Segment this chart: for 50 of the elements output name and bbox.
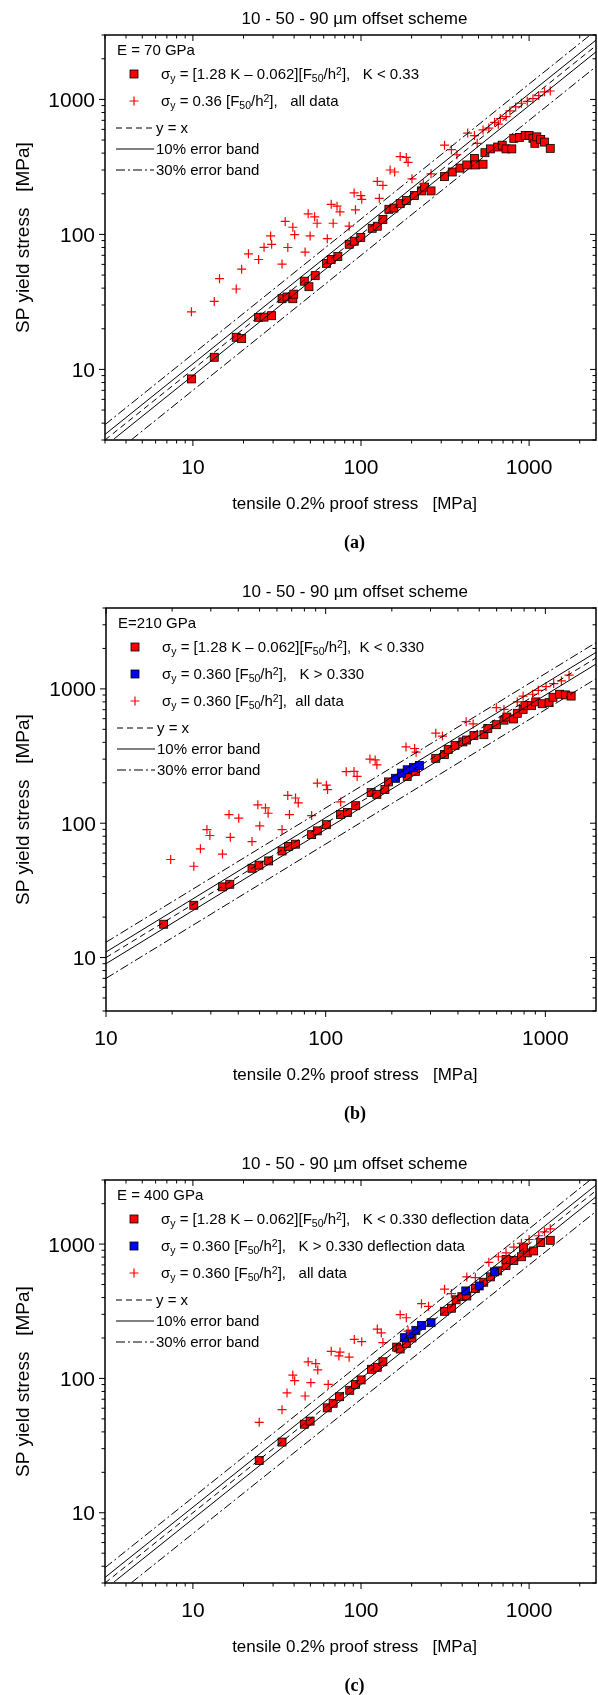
y-tick-label: 100 — [59, 1366, 95, 1390]
legend-label: 30% error band — [156, 161, 260, 178]
y-tick-label: 100 — [60, 811, 96, 835]
y-tick-label: 1000 — [49, 677, 96, 701]
x-tick-label: 1000 — [505, 455, 553, 478]
y-axis-title: SP yield stress [MPa] — [12, 714, 33, 905]
x-tick-label: 10 — [181, 455, 205, 478]
text: (c) — [344, 1675, 365, 1695]
legend-label: 10% error band — [156, 140, 260, 157]
legend-label: σ$_{y}$ = 0.360 [F$_{50}$/h$^{2}$], K > 0.330 — [162, 664, 365, 684]
legend-label: σ$_{y}$ = 0.360 [F$_{50}$/h$^{2}$], all data — [161, 1263, 348, 1283]
legend-label: 10% error band — [157, 740, 261, 757]
legend-title: E = 400 GPa — [117, 1186, 204, 1203]
text: (a) — [344, 532, 365, 553]
y-axis-title: SP yield stress [MPa] — [12, 142, 33, 333]
x-axis-title: tensile 0.2% proof stress [MPa] — [232, 1637, 477, 1656]
x-tick-label: 100 — [343, 1598, 379, 1621]
legend-label: σ$_{y}$ = 0.360 [F$_{50}$/h$^{2}$], K > 0.330 deflection data — [161, 1236, 466, 1256]
chart-title: 10 - 50 - 90 µm offset scheme — [241, 1154, 468, 1173]
y-tick-label: 1000 — [48, 87, 95, 111]
legend-label: y = x — [157, 719, 190, 736]
legend-label: σ$_{y}$ = 0.36 [F$_{50}$/h$^{2}$], all data — [161, 91, 340, 111]
text: (b) — [344, 1103, 366, 1124]
x-tick-label: 1000 — [505, 1598, 553, 1621]
x-tick-label: 1000 — [522, 1026, 569, 1049]
legend-label: 30% error band — [156, 1333, 260, 1350]
legend-title: E = 70 GPa — [117, 41, 196, 58]
legend-label: σ$_{y}$ = [1.28 K – 0.062][F$_{50}$/h$^{2}$], K < 0.330 deflection data — [161, 1209, 530, 1229]
y-axis-title: SP yield stress [MPa] — [12, 1286, 33, 1477]
legend-label: y = x — [156, 1291, 189, 1308]
x-tick-label: 100 — [343, 455, 379, 478]
legend-label: y = x — [156, 119, 189, 136]
legend-label: σ$_{y}$ = [1.28 K – 0.062][F$_{50}$/h$^{2}$], K < 0.330 — [162, 637, 425, 657]
y-tick-label: 100 — [59, 222, 95, 246]
legend-label: σ$_{y}$ = [1.28 K – 0.062][F$_{50}$/h$^{2}$], K < 0.33 — [161, 64, 420, 84]
x-axis-title: tensile 0.2% proof stress [MPa] — [232, 494, 477, 513]
legend-label: 10% error band — [156, 1312, 260, 1329]
y-tick-label: 10 — [71, 1501, 95, 1525]
y-tick-label: 1000 — [48, 1232, 95, 1256]
legend-title: E=210 GPa — [118, 614, 197, 631]
x-tick-label: 10 — [94, 1026, 118, 1049]
x-tick-label: 100 — [308, 1026, 344, 1049]
x-tick-label: 10 — [181, 1598, 205, 1621]
legend-label: 30% error band — [157, 761, 261, 778]
y-tick-label: 10 — [71, 357, 95, 381]
chart-title: 10 - 50 - 90 µm offset scheme — [242, 582, 468, 601]
y-tick-label: 10 — [72, 946, 96, 970]
x-axis-title: tensile 0.2% proof stress [MPa] — [232, 1065, 478, 1084]
chart-title: 10 - 50 - 90 µm offset scheme — [241, 9, 468, 28]
legend-label: σ$_{y}$ = 0.360 [F$_{50}$/h$^{2}$], all data — [162, 691, 345, 711]
